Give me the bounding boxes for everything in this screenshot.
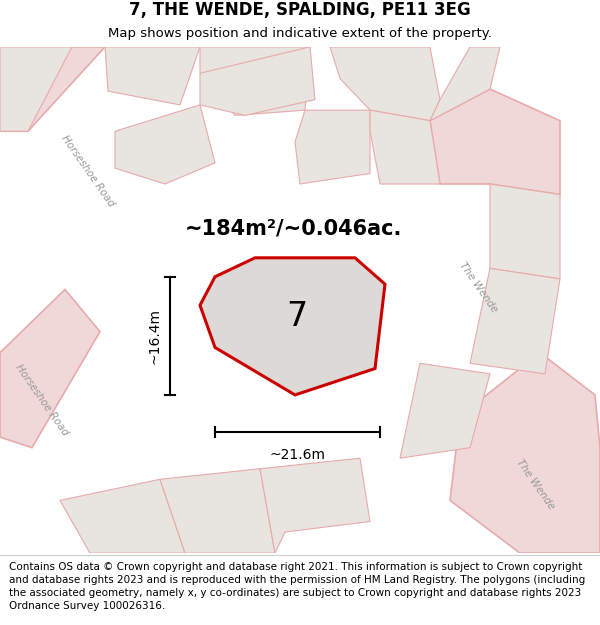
- Polygon shape: [470, 268, 560, 374]
- Text: ~184m²/~0.046ac.: ~184m²/~0.046ac.: [185, 218, 403, 238]
- Polygon shape: [400, 363, 490, 458]
- Polygon shape: [0, 47, 72, 131]
- Polygon shape: [450, 352, 600, 553]
- Polygon shape: [295, 110, 370, 184]
- Text: ~16.4m: ~16.4m: [148, 308, 162, 364]
- Text: ~21.6m: ~21.6m: [269, 448, 325, 462]
- Polygon shape: [330, 47, 440, 121]
- Text: 7: 7: [286, 301, 308, 333]
- Text: Contains OS data © Crown copyright and database right 2021. This information is : Contains OS data © Crown copyright and d…: [9, 562, 585, 611]
- Text: The Wende: The Wende: [514, 458, 556, 511]
- Polygon shape: [490, 184, 560, 279]
- Polygon shape: [60, 479, 185, 553]
- Polygon shape: [260, 458, 370, 553]
- Polygon shape: [370, 110, 440, 184]
- Polygon shape: [430, 47, 500, 121]
- Polygon shape: [160, 469, 275, 553]
- Text: Horseshoe Road: Horseshoe Road: [59, 134, 116, 209]
- Polygon shape: [105, 47, 200, 105]
- Polygon shape: [200, 258, 385, 395]
- Polygon shape: [430, 89, 560, 194]
- Polygon shape: [200, 47, 310, 116]
- Polygon shape: [0, 47, 105, 131]
- Polygon shape: [0, 289, 100, 448]
- Polygon shape: [200, 47, 315, 116]
- Polygon shape: [115, 105, 215, 184]
- Text: The Wende: The Wende: [457, 261, 499, 314]
- Text: Horseshoe Road: Horseshoe Road: [14, 362, 70, 438]
- Text: 7, THE WENDE, SPALDING, PE11 3EG: 7, THE WENDE, SPALDING, PE11 3EG: [129, 1, 471, 19]
- Text: Map shows position and indicative extent of the property.: Map shows position and indicative extent…: [108, 28, 492, 40]
